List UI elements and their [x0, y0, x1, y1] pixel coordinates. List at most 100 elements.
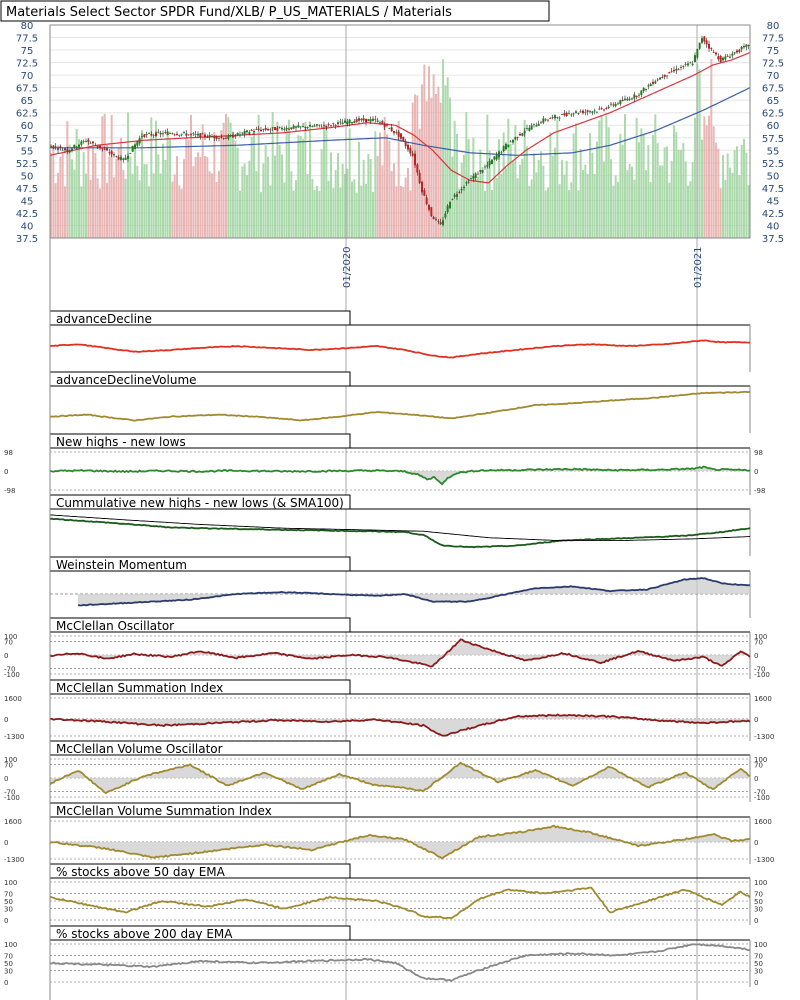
candle-body [225, 137, 227, 139]
candle-body [311, 126, 314, 127]
candle-body [248, 132, 251, 135]
candle-body [194, 134, 197, 135]
volume-bar [575, 123, 577, 238]
volume-bar [694, 117, 696, 238]
volume-bar [348, 128, 351, 238]
panel-ytick-left: -1300 [4, 856, 24, 864]
candle-body [197, 133, 199, 136]
panel-ytick-right: 0 [754, 917, 758, 925]
volume-bar [535, 172, 538, 238]
title-box [0, 0, 550, 22]
panel-ytick-left: 0 [4, 716, 8, 724]
candle-body [171, 133, 174, 135]
candle-body [199, 133, 202, 138]
volume-bar [526, 146, 528, 238]
price-ytick-right: 72.5 [762, 59, 784, 70]
candle-body [136, 141, 139, 146]
volume-bar [169, 139, 171, 238]
candle-body [656, 79, 659, 81]
panel-series-line [49, 943, 751, 982]
volume-bar [484, 190, 486, 238]
volume-bar [495, 177, 498, 238]
candle-body [351, 122, 353, 124]
panel-ytick-left: 1600 [4, 818, 22, 826]
volume-bar [94, 153, 97, 238]
candle-body [341, 122, 344, 125]
candle-body [642, 87, 645, 91]
candle-body [99, 145, 101, 149]
candle-body [138, 138, 141, 144]
candle-body [715, 52, 717, 55]
volume-bar [654, 114, 657, 238]
candle-body [64, 148, 66, 151]
volume-bar [330, 152, 332, 238]
candle-body [229, 135, 232, 137]
volume-bar [134, 148, 136, 238]
price-xtick: 01/2020 [342, 246, 353, 288]
volume-bar [185, 137, 188, 238]
panel-title: % stocks above 50 day EMA [56, 865, 226, 879]
volume-bar [540, 151, 542, 238]
volume-bar [213, 132, 216, 238]
candle-body [59, 146, 62, 148]
indicator-panel-newHighsLows: New highs - new lows 98 98 0 0 -98 -98 [4, 433, 765, 495]
candle-body [729, 56, 731, 58]
volume-bar [502, 132, 505, 238]
volume-bar [180, 188, 183, 238]
volume-bar [383, 116, 386, 238]
candle-body [544, 119, 547, 121]
candle-body [710, 47, 713, 49]
candle-body [320, 126, 323, 128]
volume-bar [234, 140, 237, 238]
volume-bar [717, 148, 720, 238]
candle-body [505, 143, 507, 150]
volume-bar [663, 147, 666, 238]
candle-body [152, 134, 155, 136]
candle-body [164, 132, 167, 133]
volume-bar [190, 114, 192, 238]
volume-bar [670, 160, 673, 238]
candle-body [446, 205, 449, 213]
candle-body [593, 110, 596, 112]
candle-body [255, 129, 258, 130]
volume-bar [122, 169, 125, 238]
volume-bar [206, 156, 209, 238]
panel-ytick-left: 98 [4, 449, 13, 457]
price-ytick-left: 75 [21, 46, 34, 57]
candle-body [416, 164, 419, 173]
price-ytick-left: 72.5 [16, 59, 38, 70]
volume-bar [313, 189, 316, 238]
volume-bar [715, 142, 717, 238]
volume-bar [71, 159, 73, 238]
candle-body [150, 133, 153, 136]
candle-body [208, 134, 211, 138]
volume-bar [673, 125, 675, 238]
volume-bar [640, 128, 643, 238]
volume-bar [211, 173, 213, 238]
candle-body [694, 55, 696, 62]
candle-body [689, 62, 692, 64]
price-ytick-right: 47.5 [762, 184, 784, 195]
candle-body [106, 148, 108, 151]
price-ytick-right: 50 [767, 171, 780, 182]
candle-body [607, 106, 610, 109]
volume-bar [75, 129, 78, 238]
volume-bar [141, 129, 143, 238]
volume-bar [54, 183, 57, 238]
volume-bar [395, 186, 398, 238]
price-ytick-right: 60 [767, 121, 780, 132]
candle-body [339, 121, 342, 123]
volume-bar [87, 137, 90, 238]
volume-bar [96, 178, 99, 238]
volume-bar [666, 146, 668, 238]
panel-ytick-right: -100 [754, 671, 770, 679]
panel-ytick-left: 0 [4, 468, 8, 476]
candle-body [215, 136, 218, 139]
candle-body [327, 123, 330, 125]
candle-body [477, 173, 479, 175]
candle-body [521, 133, 524, 136]
volume-bar [148, 186, 150, 238]
price-ytick-left: 77.5 [16, 34, 38, 45]
volume-bar [631, 166, 633, 238]
